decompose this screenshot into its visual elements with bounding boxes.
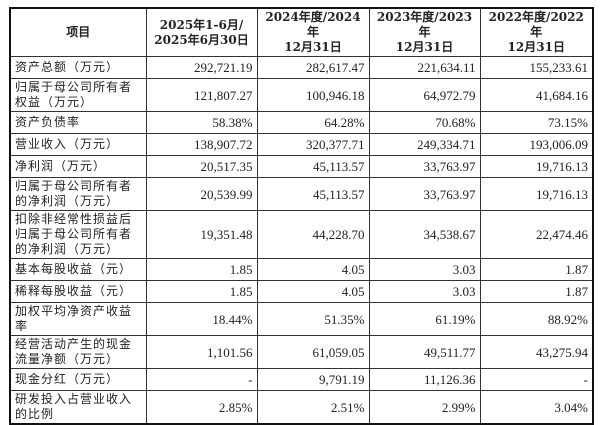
cell-value: 3.03 <box>368 258 481 281</box>
cell-value: 58.38% <box>145 111 258 134</box>
cell-value: 19,351.48 <box>145 210 258 259</box>
table-row: 归属于母公司所有者的净利润（万元） 20,539.99 45,113.57 33,76… <box>9 177 594 211</box>
row-label: 营业收入（万元） <box>9 133 147 156</box>
table-row: 资产总额（万元） 292,721.19 282,617.47 221,634.11 15… <box>9 56 594 79</box>
cell-value: 2.85% <box>145 390 258 425</box>
table-row: 经营活动产生的现金流量净额（万元） 1,101.56 61,059.05 49,511… <box>9 335 594 369</box>
cell-value: 1.87 <box>479 258 594 281</box>
row-label: 净利润（万元） <box>9 155 147 178</box>
financial-summary-table: 项目 2025年1-6月/ 2025年6月30日 2024年度/2024年 12月3… <box>9 7 594 425</box>
cell-value: 45,113.57 <box>256 155 370 178</box>
row-label: 现金分红（万元） <box>9 368 147 391</box>
cell-value: 2.51% <box>256 390 370 425</box>
cell-value: 20,517.35 <box>145 155 258 178</box>
cell-value: 1.85 <box>145 258 258 281</box>
header-item: 项目 <box>9 7 147 57</box>
cell-value: 193,006.09 <box>479 133 594 156</box>
cell-value: 121,807.27 <box>145 78 258 112</box>
row-label: 扣除非经常性损益后归属于母公司所有者的净利润（万元） <box>9 210 147 259</box>
table-row: 现金分红（万元） -9,791.19 11,126.36- <box>9 368 594 391</box>
row-label: 资产负债率 <box>9 111 147 134</box>
row-label: 稀释每股收益（元） <box>9 280 147 303</box>
table-row: 基本每股收益（元） 1.85 4.05 3.03 1.87 <box>9 258 594 281</box>
cell-value: 20,539.99 <box>145 177 258 211</box>
cell-value: 33,763.97 <box>368 155 481 178</box>
cell-value: 4.05 <box>256 280 370 303</box>
cell-value: 1.87 <box>479 280 594 303</box>
cell-value: 1,101.56 <box>145 335 258 369</box>
table-row: 扣除非经常性损益后归属于母公司所有者的净利润（万元） 19,351.48 44,22… <box>9 210 594 259</box>
cell-value: 64,972.79 <box>368 78 481 112</box>
row-label: 研发投入占营业收入的比例 <box>9 390 147 425</box>
cell-value: 19,716.13 <box>479 155 594 178</box>
cell-value: 249,334.71 <box>368 133 481 156</box>
cell-value: 61,059.05 <box>256 335 370 369</box>
header-period: 2023年度/2023年 12月31日 <box>368 7 481 57</box>
row-label: 资产总额（万元） <box>9 56 147 79</box>
table-row: 研发投入占营业收入的比例 2.85% 2.51% 2.99% 3.04% <box>9 390 594 425</box>
cell-value: 19,716.13 <box>479 177 594 211</box>
table-row: 稀释每股收益（元） 1.85 4.05 3.03 1.87 <box>9 280 594 303</box>
cell-value: 43,275.94 <box>479 335 594 369</box>
cell-value: - <box>145 368 258 391</box>
cell-value: 73.15% <box>479 111 594 134</box>
cell-value: 34,538.67 <box>368 210 481 259</box>
table-row: 净利润（万元） 20,517.35 45,113.57 33,763.97 19,716… <box>9 155 594 178</box>
cell-value: 1.85 <box>145 280 258 303</box>
header-period: 2025年1-6月/ 2025年6月30日 <box>145 7 258 57</box>
cell-value: 44,228.70 <box>256 210 370 259</box>
row-label: 基本每股收益（元） <box>9 258 147 281</box>
cell-value: 64.28% <box>256 111 370 134</box>
cell-value: 292,721.19 <box>145 56 258 79</box>
cell-value: - <box>479 368 594 391</box>
cell-value: 11,126.36 <box>368 368 481 391</box>
cell-value: 100,946.18 <box>256 78 370 112</box>
cell-value: 45,113.57 <box>256 177 370 211</box>
row-label: 归属于母公司所有者的净利润（万元） <box>9 177 147 211</box>
cell-value: 282,617.47 <box>256 56 370 79</box>
cell-value: 61.19% <box>368 302 481 336</box>
cell-value: 22,474.46 <box>479 210 594 259</box>
cell-value: 320,377.71 <box>256 133 370 156</box>
header-period: 2022年度/2022年 12月31日 <box>479 7 594 57</box>
cell-value: 70.68% <box>368 111 481 134</box>
table-row: 营业收入（万元） 138,907.72 320,377.71 249,334.71 19… <box>9 133 594 156</box>
table-row: 归属于母公司所有者权益（万元） 121,807.27 100,946.18 64,97… <box>9 78 594 112</box>
table-row: 加权平均净资产收益率 18.44% 51.35% 61.19% 88.92% <box>9 302 594 336</box>
cell-value: 33,763.97 <box>368 177 481 211</box>
row-label: 加权平均净资产收益率 <box>9 302 147 336</box>
cell-value: 41,684.16 <box>479 78 594 112</box>
header-row: 项目 2025年1-6月/ 2025年6月30日 2024年度/2024年 12月3… <box>9 7 594 57</box>
cell-value: 49,511.77 <box>368 335 481 369</box>
header-period: 2024年度/2024年 12月31日 <box>256 7 370 57</box>
row-label: 经营活动产生的现金流量净额（万元） <box>9 335 147 369</box>
row-label: 归属于母公司所有者权益（万元） <box>9 78 147 112</box>
table-row: 资产负债率 58.38% 64.28% 70.68% 73.15% <box>9 111 594 134</box>
cell-value: 88.92% <box>479 302 594 336</box>
cell-value: 51.35% <box>256 302 370 336</box>
cell-value: 138,907.72 <box>145 133 258 156</box>
cell-value: 2.99% <box>368 390 481 425</box>
cell-value: 3.03 <box>368 280 481 303</box>
cell-value: 3.04% <box>479 390 594 425</box>
cell-value: 4.05 <box>256 258 370 281</box>
cell-value: 9,791.19 <box>256 368 370 391</box>
cell-value: 18.44% <box>145 302 258 336</box>
cell-value: 221,634.11 <box>368 56 481 79</box>
cell-value: 155,233.61 <box>479 56 594 79</box>
